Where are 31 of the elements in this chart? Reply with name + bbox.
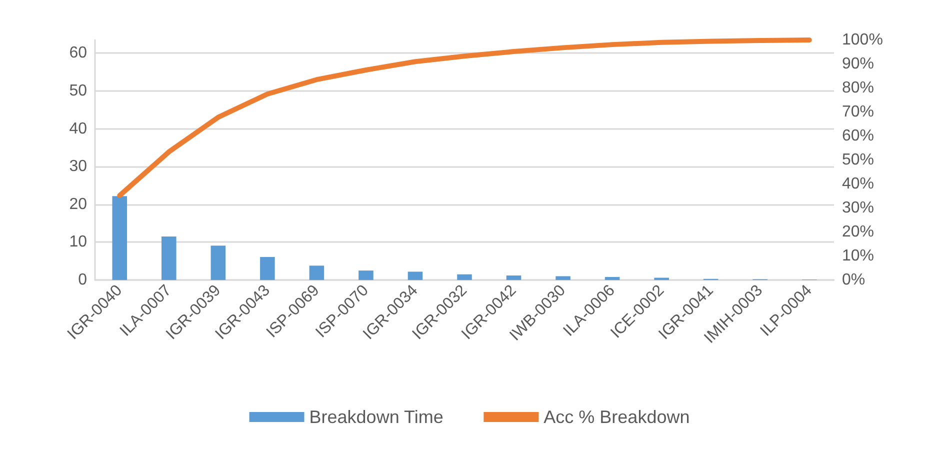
bar: [506, 275, 522, 280]
bar: [358, 270, 374, 280]
y2-tick-label: 50%: [842, 152, 874, 168]
y-tick-label: 50: [69, 82, 88, 100]
bar: [162, 236, 176, 280]
legend-label: Acc % Breakdown: [544, 407, 690, 427]
y-tick-label: 10: [69, 234, 88, 251]
y-tick-label: 40: [69, 120, 88, 138]
y2-tick-label: 20%: [842, 224, 874, 240]
bar: [210, 246, 226, 280]
y2-tick-label: 30%: [842, 200, 874, 216]
bar: [604, 276, 620, 280]
legend-label: Breakdown Time: [309, 407, 444, 427]
y-tick-label: 60: [69, 44, 88, 62]
bar: [408, 272, 423, 280]
bar: [556, 276, 570, 280]
y-tick-label: 20: [69, 196, 88, 213]
y2-tick-label: 100%: [842, 32, 883, 48]
y2-tick-label: 40%: [842, 176, 874, 192]
bar: [112, 196, 128, 280]
y2-tick-label: 60%: [842, 128, 874, 144]
y2-tick-label: 90%: [842, 56, 874, 72]
y2-tick-label: 10%: [842, 248, 874, 264]
bar: [457, 274, 472, 280]
bar: [309, 266, 324, 280]
y2-tick-label: 0%: [842, 272, 866, 288]
y2-tick-label: 80%: [842, 80, 874, 96]
y-tick-label: 0: [78, 272, 88, 288]
bar: [260, 256, 275, 280]
y2-tick-label: 70%: [842, 104, 874, 120]
y-tick-label: 30: [69, 158, 88, 176]
